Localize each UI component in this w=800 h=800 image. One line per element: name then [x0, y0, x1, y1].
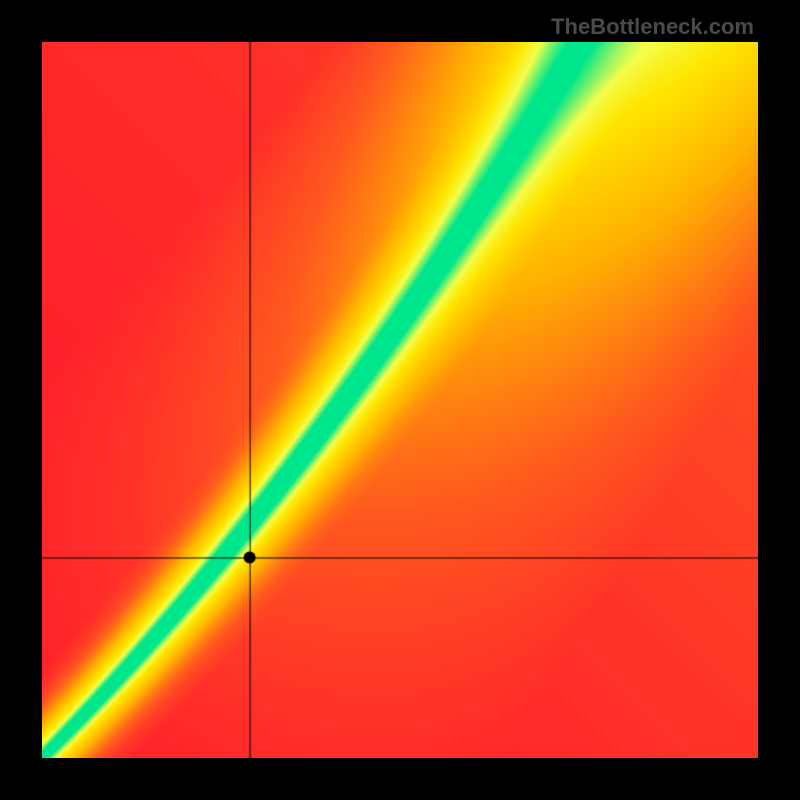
bottleneck-heatmap — [42, 42, 758, 758]
watermark-text: TheBottleneck.com — [551, 14, 754, 40]
